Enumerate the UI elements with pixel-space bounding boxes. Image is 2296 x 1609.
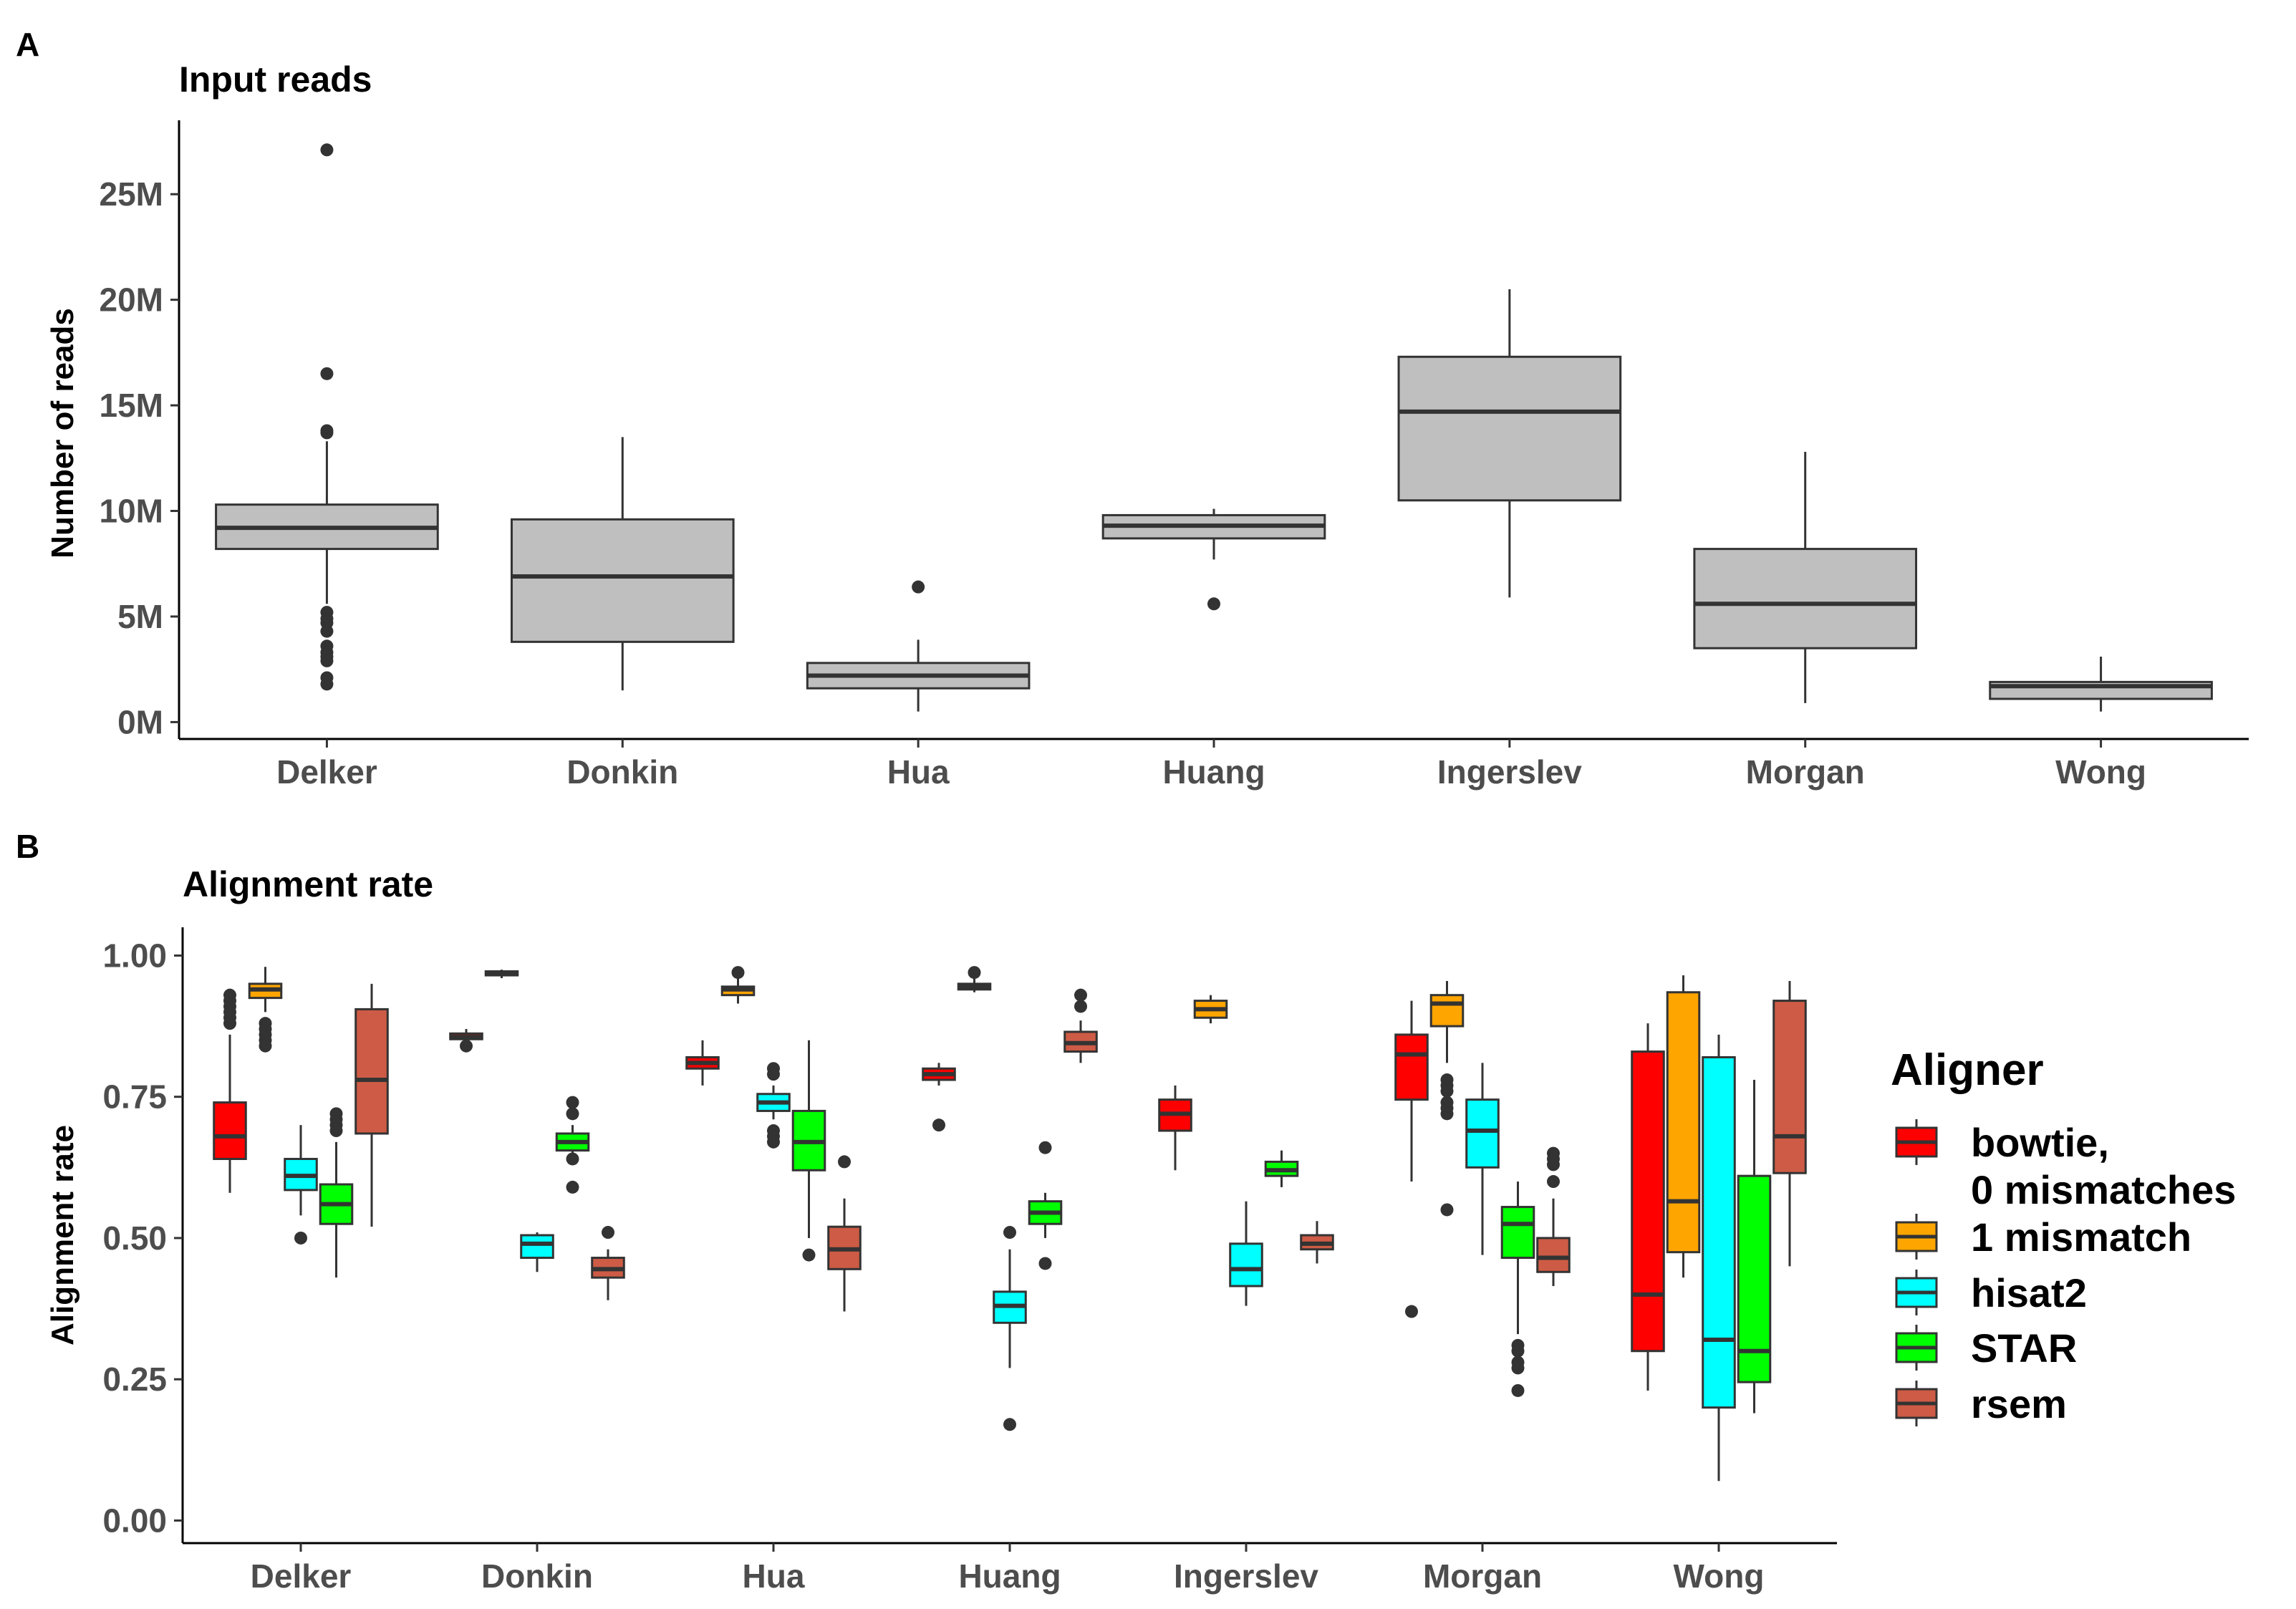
panel-a-box-delker-outlier-3 [320,426,334,440]
panel-b-rsem-wong-box [1772,1000,1807,1174]
panel-b-hisat2-delker-outlier-0 [294,1231,307,1245]
panel-a-x-tick-label-ingerslev: Ingerslev [1437,753,1582,791]
panel-b-bowtie-0-mismatches-morgan-box [1394,1033,1429,1101]
panel-b-rsem-morgan-outlier-3 [1547,1175,1560,1189]
panel-a-box-donkin-box [510,518,735,643]
panel-b-1-mismatch-hua-outlier-0 [731,966,745,980]
panel-b-bowtie-0-mismatches-wong-box [1631,1050,1665,1353]
legend-label-bowtie-0-mismatches: bowtie, 0 mismatches [1971,1120,2236,1212]
panel-a-box-delker-outlier-1 [320,367,334,380]
panel-b-y-tick-label: 0.75 [102,1078,167,1116]
panel-b-hisat2-ingerslev-box [1229,1242,1263,1287]
panel-a-box-hua-outlier-0 [912,580,925,594]
panel-a-box-delker-outlier-7 [320,624,334,638]
panel-b-star-huang-outlier-0 [1038,1141,1052,1154]
panel-b-hisat2-hua-outlier-4 [767,1135,780,1149]
panel-b-rsem-delker-box [354,1008,389,1135]
panel-b-x-tick-label-wong: Wong [1674,1557,1765,1595]
panel-b-hisat2-wong-box [1702,1055,1736,1409]
panel-a-x-tick-label-delker: Delker [276,753,377,791]
panel-b-x-tick-label-hua: Hua [743,1557,805,1595]
panel-b-y-tick-label: 1.00 [102,937,167,974]
panel-b-rsem-morgan-outlier-2 [1547,1158,1560,1171]
panel-a-x-tick-label-hua: Hua [887,753,950,791]
panel-b-bowtie-0-mismatches-donkin-outlier-0 [460,1039,473,1053]
legend-label-1-mismatch: 1 mismatch [1971,1214,2191,1260]
panel-b-bowtie-0-mismatches-delker-box [213,1101,247,1160]
panel-b-star-morgan-outlier-4 [1511,1383,1525,1397]
panel-b-y-axis-title: Alignment rate [45,1125,80,1345]
legend-label-rsem: rsem [1971,1381,2067,1426]
panel-b-1-mismatch-morgan-box [1429,994,1465,1028]
panel-b-star-morgan-outlier-1 [1511,1344,1525,1358]
panel-a-letter: A [16,26,39,63]
panel-b-rsem-hua-outlier-0 [838,1155,851,1169]
panel-b-star-morgan-outlier-3 [1511,1361,1525,1375]
panel-a-y-tick-label: 20M [100,281,163,319]
panel-b-star-donkin-outlier-0 [566,1096,579,1109]
panel-b-x-tick-label-huang: Huang [958,1557,1061,1595]
panel-b-hisat2-hua-outlier-1 [767,1068,780,1081]
panel-a-plot: 0M 5M 10M 15M 20M 25M Delker Donkin Hua Huang Inge… [100,120,2249,791]
panel-a-box-ingerslev-box [1397,355,1622,502]
panel-a-title: Input reads [179,59,372,100]
panel-b-hisat2-donkin-box [520,1234,554,1260]
legend-title: Aligner [1891,1045,2044,1095]
panel-b-star-donkin-outlier-2 [566,1152,579,1166]
panel-b-1-mismatch-morgan-outlier-5 [1440,1107,1454,1121]
panel-b-star-huang-outlier-1 [1038,1257,1052,1270]
panel-a-y-tick-label: 25M [100,175,163,213]
panel-a-box-huang-outlier-0 [1207,597,1220,611]
panel-b-plot: 0.00 0.25 0.50 0.75 1.00 Delker Donkin Hua Huang… [102,927,1837,1595]
panel-b-x-tick-label-donkin: Donkin [481,1557,593,1595]
panel-a-box-delker-outlier-13 [320,677,334,691]
panel-b-star-delker-outlier-3 [329,1124,343,1138]
panel-b-rsem-donkin-outlier-0 [602,1226,614,1240]
panel-a-box-delker-outlier-11 [320,654,334,667]
panel-a-y-tick-label: 0M [117,703,163,740]
panel-b-star-hua-outlier-0 [802,1248,816,1262]
panel-b-y-tick-label: 0.00 [102,1502,167,1539]
panel-b-star-wong-box [1737,1174,1772,1383]
panel-a-x-tick-label-morgan: Morgan [1746,753,1865,791]
legend-label-star: STAR [1971,1325,2077,1371]
panel-a-y-axis-title: Number of reads [45,308,80,559]
panel-b-1-mismatch-morgan-outlier-6 [1440,1203,1454,1217]
panel-b-1-mismatch-morgan-outlier-2 [1440,1084,1454,1098]
panel-b-hisat2-morgan-box [1465,1098,1500,1169]
panel-b-1-mismatch-wong-box [1666,991,1701,1254]
panel-b-y-tick-label: 0.25 [102,1361,167,1398]
legend-label-hisat2: hisat2 [1971,1270,2087,1315]
panel-b-rsem-morgan-box [1536,1237,1571,1273]
panel-a-box-delker-outlier-0 [320,143,334,157]
panel-a-x-tick-label-wong: Wong [2055,753,2146,791]
panel-b-y-tick-label: 0.50 [102,1219,167,1257]
panel-a-y-tick-label: 5M [117,598,163,635]
panel-b-hisat2-huang-outlier-0 [1003,1226,1016,1240]
panel-b-1-mismatch-huang-outlier-0 [968,966,981,980]
panel-b-bowtie-0-mismatches-delker-outlier-5 [223,1017,236,1030]
panel-b-x-tick-label-delker: Delker [251,1557,352,1595]
panel-b-1-mismatch-delker-outlier-4 [259,1039,272,1053]
panel-b-star-morgan-box [1500,1206,1535,1260]
panel-b-rsem-huang-outlier-0 [1074,988,1087,1002]
panel-b-x-tick-label-morgan: Morgan [1423,1557,1542,1595]
panel-b-x-tick-label-ingerslev: Ingerslev [1174,1557,1318,1595]
panel-b-bowtie-0-mismatches-morgan-outlier-0 [1405,1305,1418,1318]
panel-b-bowtie-0-mismatches-huang-outlier-0 [932,1118,945,1132]
panel-a-y-tick-label: 15M [100,387,163,424]
panel-b-rsem-huang-outlier-1 [1074,1000,1087,1013]
panel-b-hisat2-huang-outlier-1 [1003,1418,1016,1431]
panel-a-x-tick-label-donkin: Donkin [566,753,678,791]
panel-b-letter: B [16,828,39,865]
panel-a-y-tick-label: 10M [100,493,163,530]
panel-a-x-tick-label-huang: Huang [1162,753,1265,791]
panel-b-star-donkin-outlier-3 [566,1180,579,1194]
panel-b-title: Alignment rate [183,864,433,904]
panel-b-star-donkin-outlier-1 [566,1107,579,1121]
panel-a-box-morgan-box [1693,548,1918,649]
